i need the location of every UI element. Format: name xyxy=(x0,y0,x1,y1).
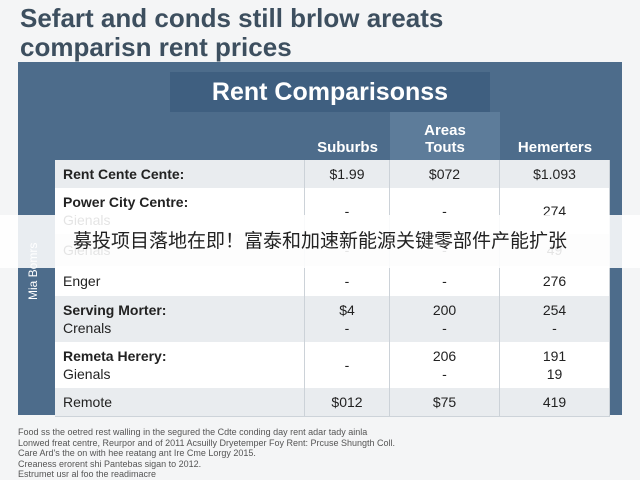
header-text: Hemerters xyxy=(517,139,593,156)
cell-text: 19 xyxy=(546,366,563,382)
cell-text: - xyxy=(344,203,350,219)
table-row: Serving Morter: Crenals $4 - 200 - 254 - xyxy=(55,296,610,343)
footer-line: Estrumet usr al foo the readimacre xyxy=(18,469,157,479)
table-cell: 419 xyxy=(500,388,610,416)
cell-text: 200 xyxy=(432,302,457,318)
cell-text: $012 xyxy=(331,394,363,410)
table-cell: 276 xyxy=(500,266,610,296)
footer-line: Creaness erorent shi Pantebas sigan to 2… xyxy=(18,458,202,469)
table-cell: Rent Cente Cente: xyxy=(55,160,305,188)
table-row: Enger - - 276 xyxy=(55,266,610,297)
cell-text: Enger xyxy=(63,273,101,289)
banner: 募投项目落地在即！富泰和加速新能源关键零部件产能扩张 xyxy=(0,215,640,268)
footer: Food ss the oetred rest walling in the s… xyxy=(18,427,395,480)
table-cell: Remeta Herery: Gienals xyxy=(55,342,305,388)
cell-text: - xyxy=(442,366,447,382)
column-header: Areas Touts xyxy=(390,112,500,160)
cell-text: Remeta Herery: xyxy=(63,348,167,364)
cell-text: - xyxy=(552,320,557,336)
header-text: Areas xyxy=(424,122,466,139)
panel: Rent Comparisonss Suburbs Areas Touts Hemer… xyxy=(18,62,622,417)
table-cell: $1.99 xyxy=(305,160,390,188)
cell-text: Serving Morter: xyxy=(63,302,167,318)
footer-line: Lonwed freat centre, Reurpor and of 2011… xyxy=(18,437,396,448)
header-text: Suburbs xyxy=(317,139,378,156)
table-cell: - xyxy=(390,266,500,296)
header-text: Touts xyxy=(425,139,465,156)
cell-text: - xyxy=(442,320,447,336)
table-row: Remeta Herery: Gienals -206-191 19 xyxy=(55,342,610,389)
table-cell: Enger xyxy=(55,266,305,296)
table-row: Rent Cente Cente: $1.99 $072 $1.093 xyxy=(55,160,610,189)
title-line: Sefart and conds still brlow areats xyxy=(20,3,444,33)
table-cell: - xyxy=(305,188,390,234)
footer-line: Care Ard's the on with hee reatang ant I… xyxy=(18,448,256,458)
title-line: comparisn rent prices xyxy=(20,32,292,62)
cell-text: Remote xyxy=(63,394,113,410)
cell-text: Rent Cente Cente: xyxy=(63,166,185,182)
table-cell: 206 - xyxy=(390,342,500,388)
cell-text: 254 xyxy=(542,302,567,318)
cell-text: - xyxy=(442,273,447,289)
column-header: Hemerters xyxy=(500,115,610,160)
cell-text: Gienals xyxy=(63,366,111,382)
cell-text: - xyxy=(344,320,350,336)
cell-text: - xyxy=(344,357,350,373)
table-cell: 200 - xyxy=(390,296,500,342)
cell-text: $75 xyxy=(432,394,457,410)
cell-text: - xyxy=(344,273,350,289)
header-title: Sefart and conds still brlow areats comp… xyxy=(20,4,443,62)
table-cell: Remote xyxy=(55,388,305,416)
cell-text: 276 xyxy=(542,273,567,289)
cell-text: $1.99 xyxy=(329,166,365,182)
table-cell: - xyxy=(305,342,390,388)
column-header: Suburbs xyxy=(305,115,390,160)
table-cell: - xyxy=(305,266,390,296)
table-cell: $4 - xyxy=(305,296,390,342)
table-row: Remote $012 $75 419 xyxy=(55,388,610,417)
table-cell: $75 xyxy=(390,388,500,416)
panel-title: Rent Comparisonss xyxy=(170,72,490,112)
table-cell: 191 19 xyxy=(500,342,610,388)
cell-text: 419 xyxy=(542,394,567,410)
table-cell: 254 - xyxy=(500,296,610,342)
cell-text: Power City Centre: xyxy=(63,194,189,210)
table-cell: Serving Morter: Crenals xyxy=(55,296,305,342)
cell-text: 191 xyxy=(542,348,567,364)
table-cell: - xyxy=(390,188,500,234)
cell-text: 206 xyxy=(432,348,457,364)
cell-text: $4 xyxy=(339,302,355,318)
cell-text: $1.093 xyxy=(533,166,576,182)
cell-text: - xyxy=(442,203,447,219)
cell-text: $072 xyxy=(428,166,461,182)
table-cell: $1.093 xyxy=(500,160,610,188)
table-cell: $012 xyxy=(305,388,390,416)
footer-line: Food ss the oetred rest walling in the s… xyxy=(18,427,368,437)
table-cell: $072 xyxy=(390,160,500,188)
cell-text: Crenals xyxy=(63,320,112,336)
